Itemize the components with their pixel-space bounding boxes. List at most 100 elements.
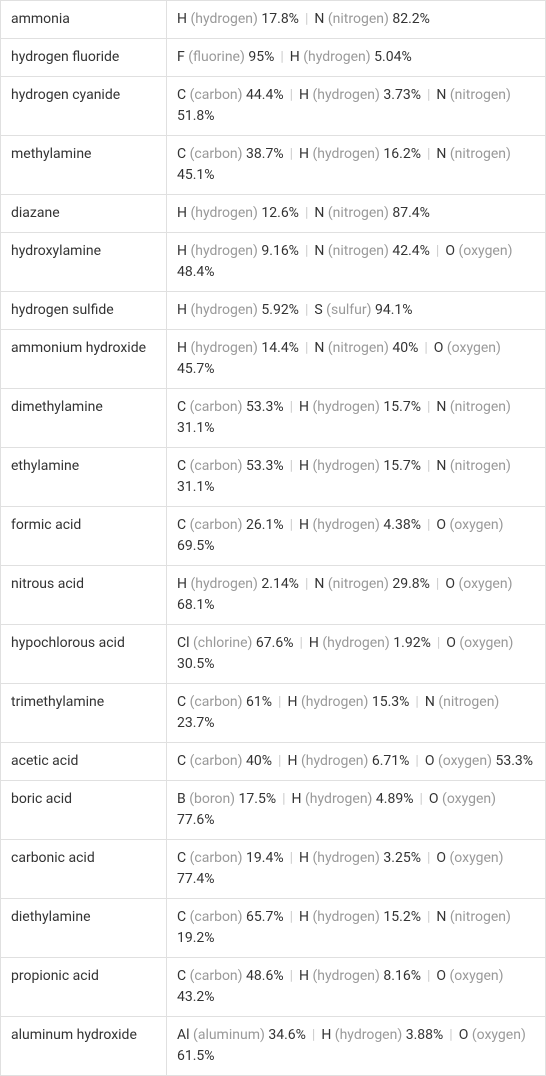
table-row: hydrogen fluorideF (fluorine) 95%|H (hyd… [1,39,546,77]
element-fullname: (carbon) [190,458,243,474]
element-symbol: N [436,458,446,474]
element-percent: 14.4% [261,340,299,356]
element-fullname: (hydrogen) [313,850,380,866]
composition-cell: H (hydrogen) 14.4%|N (nitrogen) 40%|O (o… [167,330,546,389]
element-percent: 95% [248,49,274,65]
element-symbol: H [287,694,297,710]
element-percent: 53.3% [246,458,284,474]
separator: | [278,753,281,769]
table-row: hydrogen cyanideC (carbon) 44.4%|H (hydr… [1,77,546,136]
element-symbol: N [436,399,446,415]
element-fullname: (nitrogen) [450,87,511,103]
element-percent: 67.6% [256,635,294,651]
separator: | [305,205,308,221]
element-symbol: N [314,11,324,27]
separator: | [427,458,430,474]
element-fullname: (hydrogen) [301,753,368,769]
element-fullname: (oxygen) [450,850,504,866]
element-symbol: H [290,49,300,65]
compound-name-cell: aluminum hydroxide [1,1017,167,1076]
element-fullname: (carbon) [190,694,243,710]
element-fullname: (hydrogen) [190,340,257,356]
element-fullname: (oxygen) [447,340,501,356]
element-fullname: (carbon) [190,909,243,925]
table-row: boric acidB (boron) 17.5%|H (hydrogen) 4… [1,781,546,840]
element-percent: 69.5% [177,538,215,554]
compound-name-cell: carbonic acid [1,840,167,899]
element-percent: 26.1% [246,517,284,533]
element-symbol: H [321,1027,331,1043]
element-percent: 40% [246,753,272,769]
table-row: hydroxylamineH (hydrogen) 9.16%|N (nitro… [1,233,546,292]
element-symbol: C [177,458,186,474]
element-percent: 38.7% [246,146,284,162]
compound-name-cell: methylamine [1,136,167,195]
composition-cell: H (hydrogen) 9.16%|N (nitrogen) 42.4%|O … [167,233,546,292]
element-fullname: (oxygen) [458,243,512,259]
separator: | [415,694,418,710]
element-fullname: (hydrogen) [313,517,380,533]
compound-name-cell: hydrogen cyanide [1,77,167,136]
element-symbol: N [425,694,435,710]
separator: | [415,753,418,769]
element-fullname: (hydrogen) [301,694,368,710]
element-symbol: O [429,791,439,807]
element-percent: 34.6% [268,1027,306,1043]
element-symbol: C [177,850,186,866]
table-body: ammoniaH (hydrogen) 17.8%|N (nitrogen) 8… [1,1,546,1076]
element-fullname: (oxygen) [472,1027,526,1043]
table-row: nitrous acidH (hydrogen) 2.14%|N (nitrog… [1,566,546,625]
table-row: trimethylamineC (carbon) 61%|H (hydrogen… [1,684,546,743]
element-symbol: O [436,850,446,866]
element-symbol: Al [177,1027,190,1043]
element-fullname: (hydrogen) [303,49,370,65]
element-fullname: (carbon) [190,968,243,984]
element-symbol: H [177,576,187,592]
table-row: hypochlorous acidCl (chlorine) 67.6%|H (… [1,625,546,684]
element-fullname: (hydrogen) [305,791,372,807]
composition-cell: C (carbon) 53.3%|H (hydrogen) 15.7%|N (n… [167,389,546,448]
element-fullname: (hydrogen) [190,243,257,259]
separator: | [424,340,427,356]
element-fullname: (hydrogen) [190,11,257,27]
separator: | [436,243,439,259]
element-symbol: N [314,576,324,592]
separator: | [290,968,293,984]
element-symbol: C [177,753,186,769]
element-percent: 19.4% [246,850,284,866]
composition-cell: B (boron) 17.5%|H (hydrogen) 4.89%|O (ox… [167,781,546,840]
element-percent: 15.7% [383,399,421,415]
element-fullname: (oxygen) [438,753,492,769]
element-percent: 3.88% [406,1027,444,1043]
separator: | [305,243,308,259]
composition-cell: C (carbon) 65.7%|H (hydrogen) 15.2%|N (n… [167,899,546,958]
element-fullname: (hydrogen) [190,205,257,221]
element-symbol: O [445,576,455,592]
element-fullname: (hydrogen) [313,87,380,103]
element-percent: 19.2% [177,930,215,946]
element-symbol: H [177,11,187,27]
element-percent: 16.2% [383,146,421,162]
element-symbol: O [445,243,455,259]
element-percent: 51.8% [177,108,215,124]
element-symbol: F [177,49,185,65]
element-symbol: C [177,87,186,103]
element-fullname: (oxygen) [458,576,512,592]
table-row: ammonium hydroxideH (hydrogen) 14.4%|N (… [1,330,546,389]
element-symbol: H [177,340,187,356]
compound-name-cell: nitrous acid [1,566,167,625]
element-fullname: (aluminum) [193,1027,265,1043]
element-percent: 12.6% [261,205,299,221]
element-symbol: O [446,635,456,651]
table-row: aluminum hydroxideAl (aluminum) 34.6%|H … [1,1017,546,1076]
composition-cell: H (hydrogen) 12.6%|N (nitrogen) 87.4% [167,195,546,233]
element-percent: 44.4% [246,87,284,103]
element-fullname: (nitrogen) [328,576,389,592]
element-percent: 87.4% [392,205,430,221]
element-fullname: (oxygen) [450,968,504,984]
separator: | [427,909,430,925]
composition-cell: H (hydrogen) 17.8%|N (nitrogen) 82.2% [167,1,546,39]
element-symbol: H [299,909,309,925]
element-fullname: (nitrogen) [438,694,499,710]
element-fullname: (nitrogen) [450,146,511,162]
